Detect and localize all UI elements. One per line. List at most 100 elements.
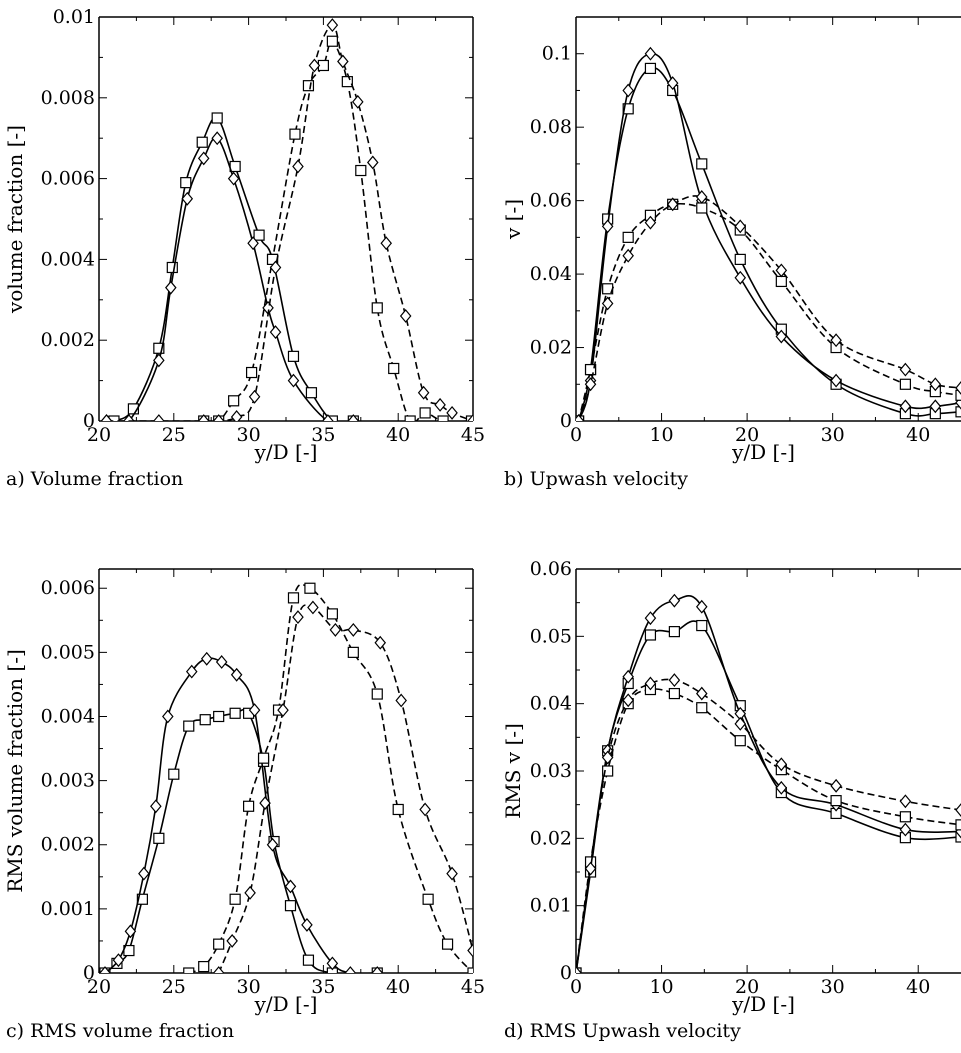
data-point-diamond: [666, 197, 679, 212]
data-point-square: [404, 415, 416, 421]
panel-b: 0 10 20 30 40 0 0.02 0.04 0.06 0.08 0.1 y/D [-] v [-…: [501, 16, 961, 464]
data-point-diamond: [830, 333, 842, 348]
x-tick-label: 45: [461, 976, 485, 998]
series-line-solid-square: [104, 708, 378, 973]
caption-a: a) Volume fraction: [6, 468, 184, 490]
data-point-diamond: [112, 953, 125, 968]
data-point-square: [602, 765, 614, 777]
data-point-diamond: [417, 385, 430, 400]
data-point-diamond: [165, 280, 177, 295]
data-point-diamond: [899, 362, 912, 377]
caption-d: d) RMS Upwash velocity: [504, 1020, 741, 1042]
data-point-diamond: [150, 799, 162, 814]
data-point-square: [696, 158, 708, 170]
data-point-square: [213, 938, 225, 950]
data-point-diamond: [329, 622, 342, 637]
data-point-diamond: [446, 405, 458, 420]
x-tick-label: 30: [237, 976, 261, 998]
data-point-diamond: [269, 260, 282, 275]
data-point-square: [371, 688, 383, 700]
data-point-square: [441, 938, 454, 950]
data-point-diamond: [380, 236, 393, 251]
data-point-diamond: [695, 190, 708, 204]
data-point-square: [622, 103, 634, 115]
data-point-diamond: [666, 76, 679, 91]
data-point-square: [437, 415, 449, 421]
data-point-diamond: [247, 236, 259, 251]
data-point-diamond: [352, 94, 364, 109]
data-point-square: [228, 395, 240, 407]
data-point-diamond: [668, 593, 681, 608]
data-point-diamond: [153, 414, 165, 421]
data-point-diamond: [775, 757, 788, 772]
y-tick-label: 0.04: [530, 693, 572, 715]
data-point-square: [153, 832, 165, 844]
data-point-diamond: [326, 956, 339, 971]
y-tick-label: 0: [83, 962, 95, 984]
data-point-diamond: [227, 171, 240, 186]
y-tick-label: 0.006: [41, 168, 95, 190]
plot-area: [99, 582, 473, 973]
data-point-square: [899, 378, 911, 390]
data-point-diamond: [584, 861, 597, 876]
data-point-diamond: [434, 397, 446, 412]
data-point-diamond: [292, 159, 304, 174]
y-tick-label: 0.001: [41, 898, 95, 920]
x-tick-label: 35: [311, 424, 335, 446]
data-point-square: [196, 136, 208, 148]
data-point-square: [243, 800, 255, 812]
data-point-diamond: [622, 248, 634, 263]
data-point-diamond: [259, 796, 271, 811]
x-tick-label: 0: [570, 424, 582, 446]
caption-c: c) RMS volume fraction: [6, 1020, 235, 1042]
y-tick-label: 0.05: [530, 625, 572, 647]
data-point-square: [213, 710, 225, 723]
y-tick-label: 0.003: [41, 770, 95, 792]
data-point-square: [392, 803, 404, 816]
data-point-diamond: [287, 373, 300, 388]
data-point-diamond: [284, 879, 297, 894]
y-tick-label: 0.002: [41, 834, 95, 856]
y-tick-label: 0.02: [530, 337, 572, 359]
x-tick-label: 45: [461, 424, 485, 446]
data-point-diamond: [124, 924, 137, 939]
data-point-diamond: [775, 780, 788, 795]
plot-area: [576, 46, 961, 421]
x-tick-label: 35: [311, 976, 335, 998]
data-point-diamond: [266, 837, 279, 852]
data-point-diamond: [181, 191, 194, 206]
data-point-diamond: [211, 131, 223, 146]
data-point-square: [696, 702, 708, 714]
data-point-diamond: [185, 664, 198, 679]
data-point-diamond: [644, 215, 657, 230]
data-point-diamond: [212, 966, 225, 973]
data-point-diamond: [269, 325, 282, 340]
plot-area: [100, 18, 473, 421]
y-tick-label: 0.04: [530, 263, 572, 285]
data-point-square: [422, 893, 434, 905]
y-tick-label: 0.06: [530, 558, 572, 580]
series-line-solid-diamond: [576, 595, 961, 973]
data-point-square: [229, 160, 241, 173]
data-point-diamond: [347, 622, 360, 637]
data-point-diamond: [371, 966, 384, 973]
data-point-diamond: [775, 329, 788, 344]
data-point-diamond: [100, 414, 113, 421]
data-point-diamond: [734, 716, 747, 731]
data-point-square: [830, 795, 842, 807]
data-point-square: [302, 954, 315, 966]
data-point-square: [955, 406, 961, 418]
x-tick-label: 0: [570, 976, 582, 998]
data-point-square: [211, 112, 223, 124]
data-point-diamond: [830, 373, 842, 388]
data-point-diamond: [308, 58, 321, 73]
data-point-diamond: [734, 219, 747, 234]
data-point-square: [198, 960, 210, 973]
caption-b: b) Upwash velocity: [504, 468, 688, 490]
data-point-diamond: [584, 377, 597, 392]
data-point-square: [347, 646, 359, 658]
data-point-square: [644, 629, 657, 641]
data-point-square: [341, 76, 353, 88]
data-point-square: [668, 626, 680, 638]
data-point-diamond: [446, 866, 458, 881]
